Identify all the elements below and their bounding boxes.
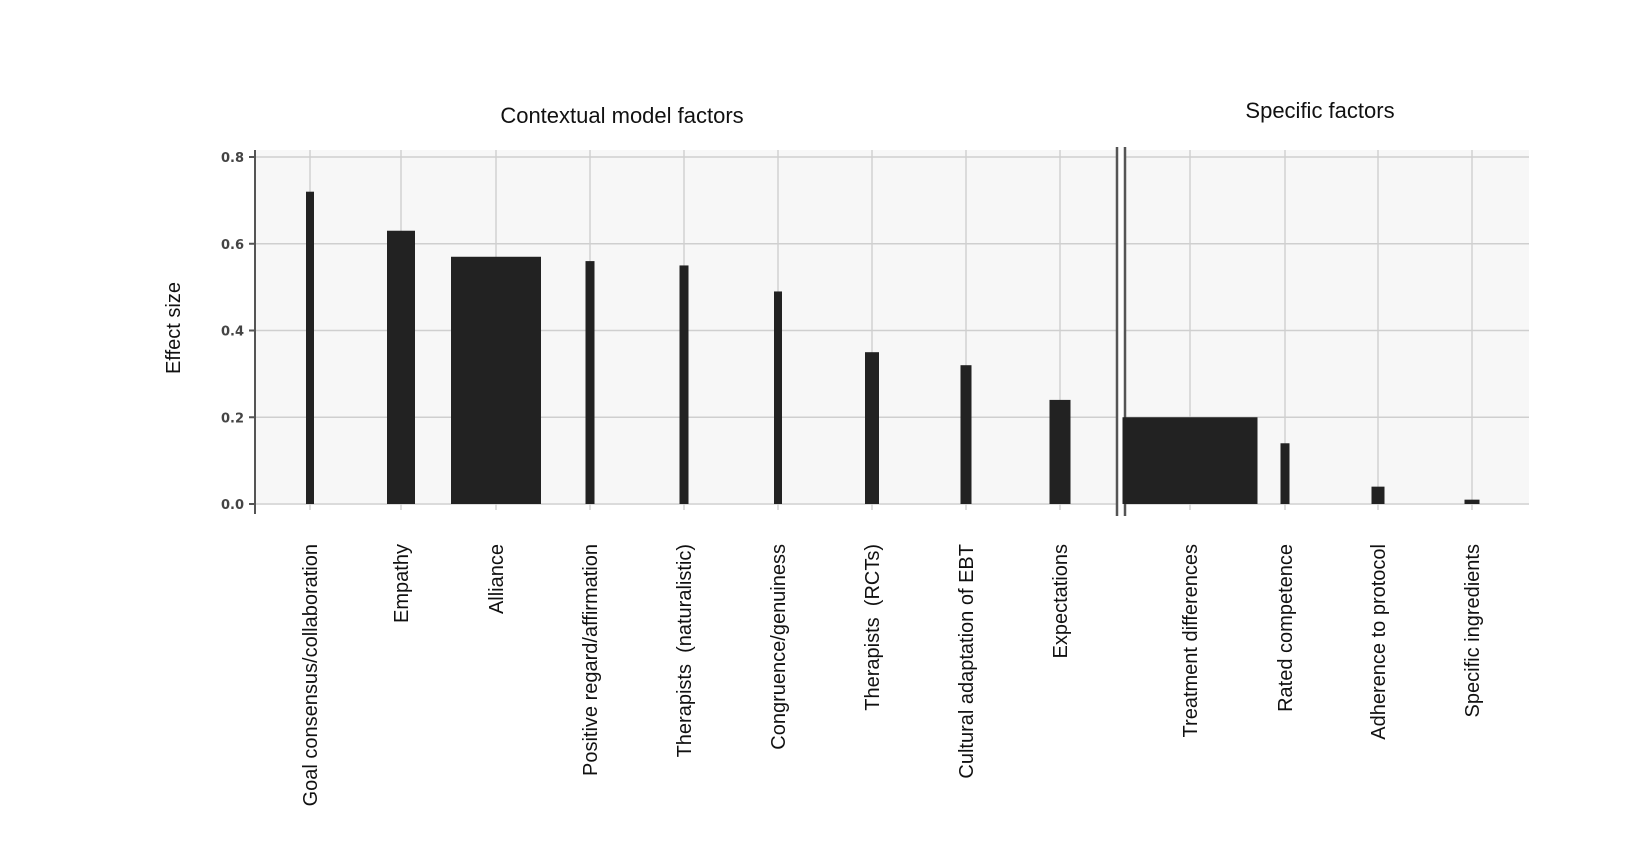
bar — [774, 291, 782, 504]
x-tick-label: Rated competence — [1275, 544, 1297, 712]
bars — [306, 191, 1480, 505]
x-tick-label: Positive regard/affirmation — [580, 544, 602, 776]
y-tick-label: 0.2 — [221, 411, 244, 426]
y-axis-label: Effect size — [163, 282, 185, 374]
x-tick-label: Specific ingredients — [1462, 544, 1484, 717]
bar — [1464, 499, 1480, 504]
bar — [387, 230, 415, 505]
bar — [306, 191, 314, 504]
y-tick-label: 0.4 — [221, 325, 244, 340]
y-tick-label: 0.0 — [221, 498, 244, 513]
y-tick-label: 0.6 — [221, 238, 244, 253]
bar — [585, 261, 595, 504]
bar — [1122, 417, 1258, 504]
bar — [451, 256, 541, 504]
bar — [960, 365, 972, 504]
x-tick-label: Therapists (naturalistic) — [674, 544, 696, 757]
x-tick-label: Expectations — [1050, 544, 1072, 659]
x-tick-label: Treatment differences — [1180, 544, 1202, 737]
bar — [1280, 443, 1290, 504]
bar — [1371, 486, 1385, 504]
bar — [865, 352, 879, 504]
group-title-contextual: Contextual model factors — [500, 103, 743, 128]
x-tick-label: Goal consensus/collaboration — [300, 544, 322, 806]
group-title-specific: Specific factors — [1245, 98, 1394, 123]
x-tick-labels: Goal consensus/collaboration Empathy Allia… — [300, 544, 1484, 806]
bar — [679, 265, 689, 504]
x-tick-label: Therapists (RCTs) — [862, 544, 884, 711]
x-tick-label: Empathy — [391, 544, 413, 623]
bar — [1049, 399, 1071, 504]
x-tick-label: Adherence to protocol — [1368, 544, 1390, 740]
y-tick-label: 0.8 — [221, 151, 244, 166]
x-tick-label: Cultural adaptation of EBT — [956, 544, 978, 779]
y-ticks: 0.0 0.2 0.4 0.6 0.8 — [221, 151, 255, 513]
x-tick-label: Congruence/genuiness — [768, 544, 790, 750]
x-tick-label: Alliance — [486, 544, 508, 614]
